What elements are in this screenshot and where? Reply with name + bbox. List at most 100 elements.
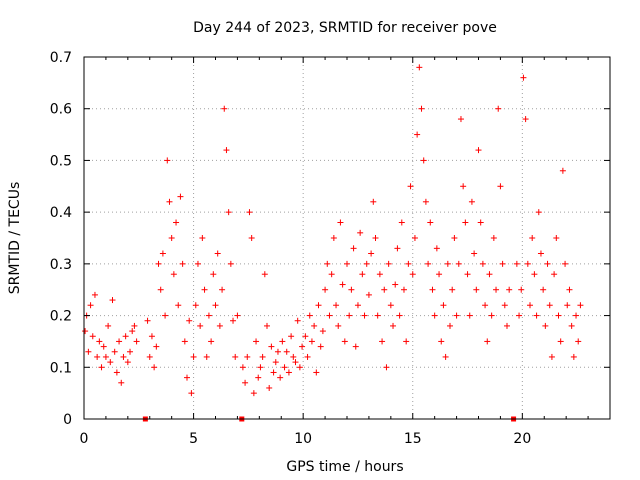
y-axis-label: SRMTID / TECUs <box>7 182 23 295</box>
data-point <box>212 302 219 309</box>
data-point <box>527 302 534 309</box>
data-point <box>403 338 410 345</box>
data-point <box>433 245 440 252</box>
data-point <box>225 209 232 216</box>
data-point <box>133 338 140 345</box>
data-point <box>405 260 412 267</box>
data-point <box>495 105 502 112</box>
data-point <box>203 353 210 360</box>
data-point <box>87 302 94 309</box>
x-tick-label: 5 <box>189 431 198 447</box>
data-point <box>427 219 434 226</box>
data-point <box>85 348 92 355</box>
data-point <box>246 209 253 216</box>
data-point <box>555 312 562 319</box>
data-point <box>148 333 155 340</box>
data-point <box>455 260 462 267</box>
data-point <box>242 379 249 386</box>
data-point <box>557 338 564 345</box>
data-point <box>564 302 571 309</box>
data-point <box>457 116 464 123</box>
y-tick-label: 0.6 <box>50 102 72 118</box>
data-point <box>482 302 489 309</box>
data-point <box>503 322 510 329</box>
data-point <box>194 260 201 267</box>
data-point <box>471 250 478 257</box>
data-point <box>390 322 397 329</box>
data-point <box>422 198 429 205</box>
data-point <box>490 235 497 241</box>
data-point <box>518 286 525 293</box>
data-point <box>272 359 279 366</box>
data-point <box>497 183 504 190</box>
data-point <box>577 302 584 309</box>
data-point <box>153 343 160 350</box>
data-point <box>166 198 173 205</box>
data-point <box>144 317 151 324</box>
data-point <box>533 312 540 319</box>
data-point <box>118 379 125 386</box>
data-point <box>451 235 458 241</box>
data-point <box>197 322 204 329</box>
data-point <box>346 312 353 319</box>
data-point <box>155 260 162 267</box>
x-tick-label: 20 <box>513 431 531 447</box>
data-point <box>400 286 407 293</box>
data-point <box>89 333 96 340</box>
data-point <box>259 353 266 360</box>
data-point <box>162 312 169 319</box>
data-point <box>219 286 226 293</box>
x-axis-label: GPS time / hours <box>286 459 403 475</box>
data-point <box>522 116 529 123</box>
data-point <box>477 219 484 226</box>
data-point <box>244 353 251 360</box>
data-point <box>418 105 425 112</box>
data-point <box>486 271 493 278</box>
y-tick-label: 0.3 <box>50 257 72 273</box>
data-point <box>230 317 237 324</box>
data-point <box>82 328 89 335</box>
data-point <box>107 359 114 366</box>
data-point <box>120 353 127 360</box>
data-point <box>398 219 405 226</box>
data-point <box>308 338 315 345</box>
data-point <box>365 291 372 298</box>
data-point <box>440 302 447 309</box>
data-point <box>499 260 506 267</box>
data-point <box>129 328 136 335</box>
data-point <box>294 317 301 324</box>
data-point <box>414 131 421 138</box>
data-point <box>383 364 390 371</box>
data-point <box>281 364 288 371</box>
data-point <box>354 302 361 309</box>
data-point <box>179 260 186 267</box>
chart-title: Day 244 of 2023, SRMTID for receiver pov… <box>193 20 497 36</box>
data-point <box>493 286 500 293</box>
data-point <box>359 271 366 278</box>
data-point <box>326 312 333 319</box>
data-point <box>290 353 297 360</box>
data-point <box>181 338 188 345</box>
data-point <box>444 260 451 267</box>
data-point <box>292 359 299 366</box>
data-point <box>268 343 275 350</box>
data-point <box>302 333 309 340</box>
data-point <box>170 271 177 278</box>
data-point <box>111 348 118 355</box>
data-point <box>573 312 580 319</box>
data-point <box>335 322 342 329</box>
data-point <box>296 364 303 371</box>
data-point <box>411 235 418 241</box>
data-point <box>416 64 423 71</box>
data-point <box>157 286 164 293</box>
data-point <box>409 271 416 278</box>
data-point <box>315 302 322 309</box>
data-point <box>447 322 454 329</box>
data-point <box>221 105 228 112</box>
data-point <box>387 302 394 309</box>
data-point <box>232 353 239 360</box>
data-point <box>94 353 101 360</box>
data-point <box>317 343 324 350</box>
data-point <box>102 353 109 360</box>
data-point <box>501 302 508 309</box>
